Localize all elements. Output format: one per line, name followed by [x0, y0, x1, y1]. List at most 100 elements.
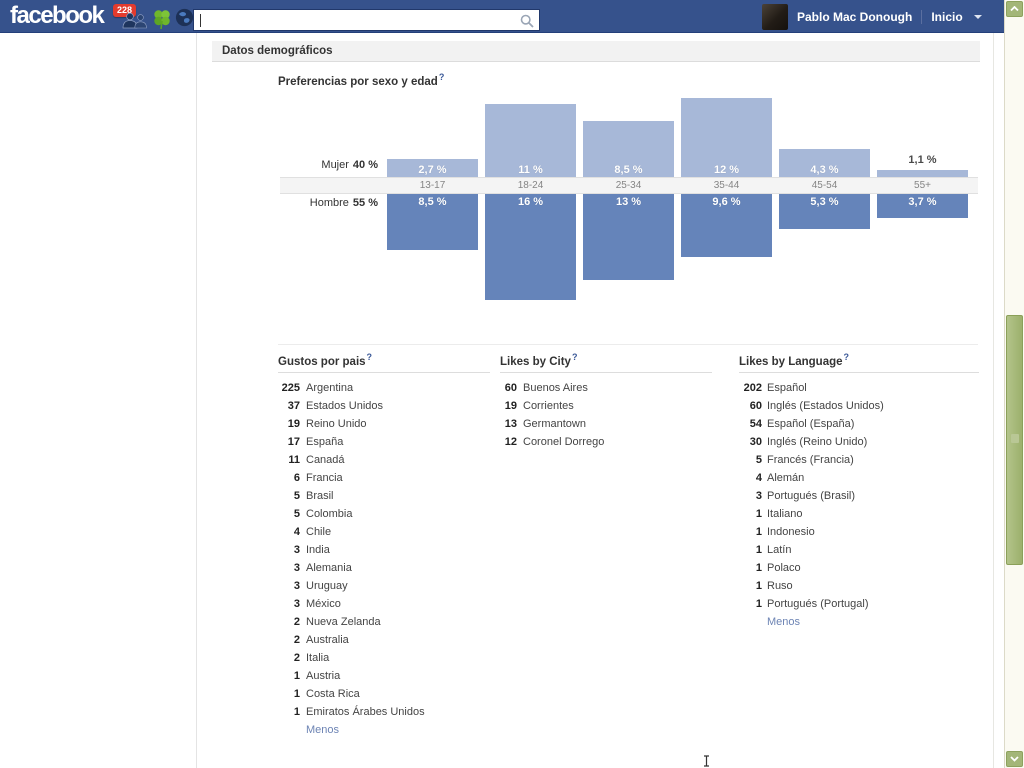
item-count: 13	[504, 417, 517, 430]
hombre-bar: 16 %	[485, 194, 576, 300]
chevron-up-icon	[1010, 6, 1019, 12]
section-title: Datos demográficos	[222, 45, 333, 57]
hombre-bar: 9,6 %	[681, 194, 772, 257]
list-item: 1 Emiratos Árabes Unidos	[272, 703, 490, 721]
item-count: 2	[293, 615, 300, 628]
hombre-bar-value: 3,7 %	[908, 196, 937, 208]
profile-link[interactable]: Pablo Mac Donough	[797, 9, 913, 24]
list-item: 3 Alemania	[272, 559, 490, 577]
account-menu-caret-icon[interactable]	[973, 14, 982, 19]
scrollbar-thumb[interactable]	[1006, 315, 1023, 565]
item-count: 1	[293, 705, 300, 718]
mujer-bar-value: 1,1 %	[908, 154, 937, 166]
topbar-separator	[921, 9, 923, 24]
hombre-bar-value: 9,6 %	[712, 196, 741, 208]
item-count: 17	[287, 435, 300, 448]
item-label: Coronel Dorrego	[523, 435, 605, 448]
help-icon[interactable]: ?	[571, 352, 578, 362]
item-label: Emiratos Árabes Unidos	[306, 705, 425, 718]
list-item: 5 Colombia	[272, 505, 490, 523]
hombre-bar-value: 16 %	[517, 196, 544, 208]
item-count: 3	[293, 597, 300, 610]
list-item: 60 Inglés (Estados Unidos)	[739, 397, 979, 415]
item-label: España	[306, 435, 344, 448]
help-icon[interactable]: ?	[366, 352, 373, 362]
globe-icon[interactable]	[175, 8, 194, 27]
female-series-label: Mujer 40 %	[321, 159, 378, 171]
search-input[interactable]	[193, 9, 540, 31]
list-item: 37 Estados Unidos	[272, 397, 490, 415]
list-item: 1 Portugués (Portugal)	[739, 595, 979, 613]
list-header-languages: Likes by Language?	[739, 352, 979, 373]
item-count: 1	[755, 597, 762, 610]
item-label: Italiano	[767, 507, 803, 520]
help-icon[interactable]: ?	[843, 352, 850, 362]
item-count: 1	[755, 543, 762, 556]
search-icon[interactable]	[520, 14, 534, 28]
less-link[interactable]: Menos	[306, 723, 340, 736]
age-tick-label: 55+	[914, 180, 931, 191]
hombre-bar: 13 %	[583, 194, 674, 280]
item-label: Español	[767, 381, 807, 394]
list-item: 30 Inglés (Reino Unido)	[739, 433, 979, 451]
item-label: Canadá	[306, 453, 345, 466]
item-count: 37	[287, 399, 300, 412]
list-title: Likes by City	[500, 355, 571, 368]
text-cursor-mark	[704, 755, 709, 767]
clover-app-icon[interactable]	[151, 8, 173, 30]
list-item: 4 Alemán	[739, 469, 979, 487]
item-count: 225	[281, 381, 300, 394]
scroll-up-button[interactable]	[1006, 1, 1023, 17]
item-count: 19	[504, 399, 517, 412]
vertical-scrollbar[interactable]	[1004, 0, 1024, 768]
item-count: 1	[293, 669, 300, 682]
item-label: Portugués (Brasil)	[767, 489, 856, 502]
list-item: 1 Polaco	[739, 559, 979, 577]
list-item: 17 España	[272, 433, 490, 451]
home-link[interactable]: Inicio	[931, 9, 963, 24]
list-item: 2 Nueva Zelanda	[272, 613, 490, 631]
item-count: 12	[504, 435, 517, 448]
lists-top-divider	[278, 344, 978, 345]
item-label: Alemán	[767, 471, 805, 484]
less-link[interactable]: Menos	[767, 615, 801, 628]
list-header-cities: Likes by City?	[500, 352, 712, 373]
list-item: 202 Español	[739, 379, 979, 397]
item-label: Español (España)	[767, 417, 855, 430]
item-count: 54	[749, 417, 762, 430]
item-label: Reino Unido	[306, 417, 367, 430]
item-count: 11	[288, 453, 300, 466]
facebook-logo[interactable]: facebook	[10, 2, 105, 29]
item-count: 5	[293, 507, 300, 520]
hombre-bar: 5,3 %	[779, 194, 870, 229]
age-tick-label: 13-17	[419, 180, 446, 191]
item-label: Ruso	[767, 579, 793, 592]
list-column-cities: Likes by City? 60 Buenos Aires 19 Corrientes…	[500, 352, 712, 451]
item-count: 2	[293, 651, 300, 664]
item-label: Buenos Aires	[523, 381, 588, 394]
item-label: Portugués (Portugal)	[767, 597, 869, 610]
mujer-bar-value: 12 %	[713, 164, 740, 176]
chart-title: Preferencias por sexo y edad?	[278, 72, 445, 88]
list-item: 12 Coronel Dorrego	[500, 433, 712, 451]
hombre-bar-value: 5,3 %	[810, 196, 839, 208]
help-icon[interactable]: ?	[438, 72, 445, 82]
item-count: 1	[755, 507, 762, 520]
avatar[interactable]	[762, 3, 788, 30]
item-label: Austria	[306, 669, 341, 682]
scroll-down-button[interactable]	[1006, 751, 1023, 767]
list-item: 1 Italiano	[739, 505, 979, 523]
list-title: Gustos por pais	[278, 355, 366, 368]
item-label: Colombia	[306, 507, 353, 520]
item-count: 2	[293, 633, 300, 646]
friend-requests-icon[interactable]	[121, 12, 149, 29]
list-item: 19 Corrientes	[500, 397, 712, 415]
age-tick-label: 18-24	[517, 180, 544, 191]
item-label: Costa Rica	[306, 687, 360, 700]
age-tick-label: 35-44	[713, 180, 740, 191]
item-label: Indonesio	[767, 525, 815, 538]
item-label: Latín	[767, 543, 792, 556]
item-label: Inglés (Reino Unido)	[767, 435, 868, 448]
item-count: 3	[293, 579, 300, 592]
